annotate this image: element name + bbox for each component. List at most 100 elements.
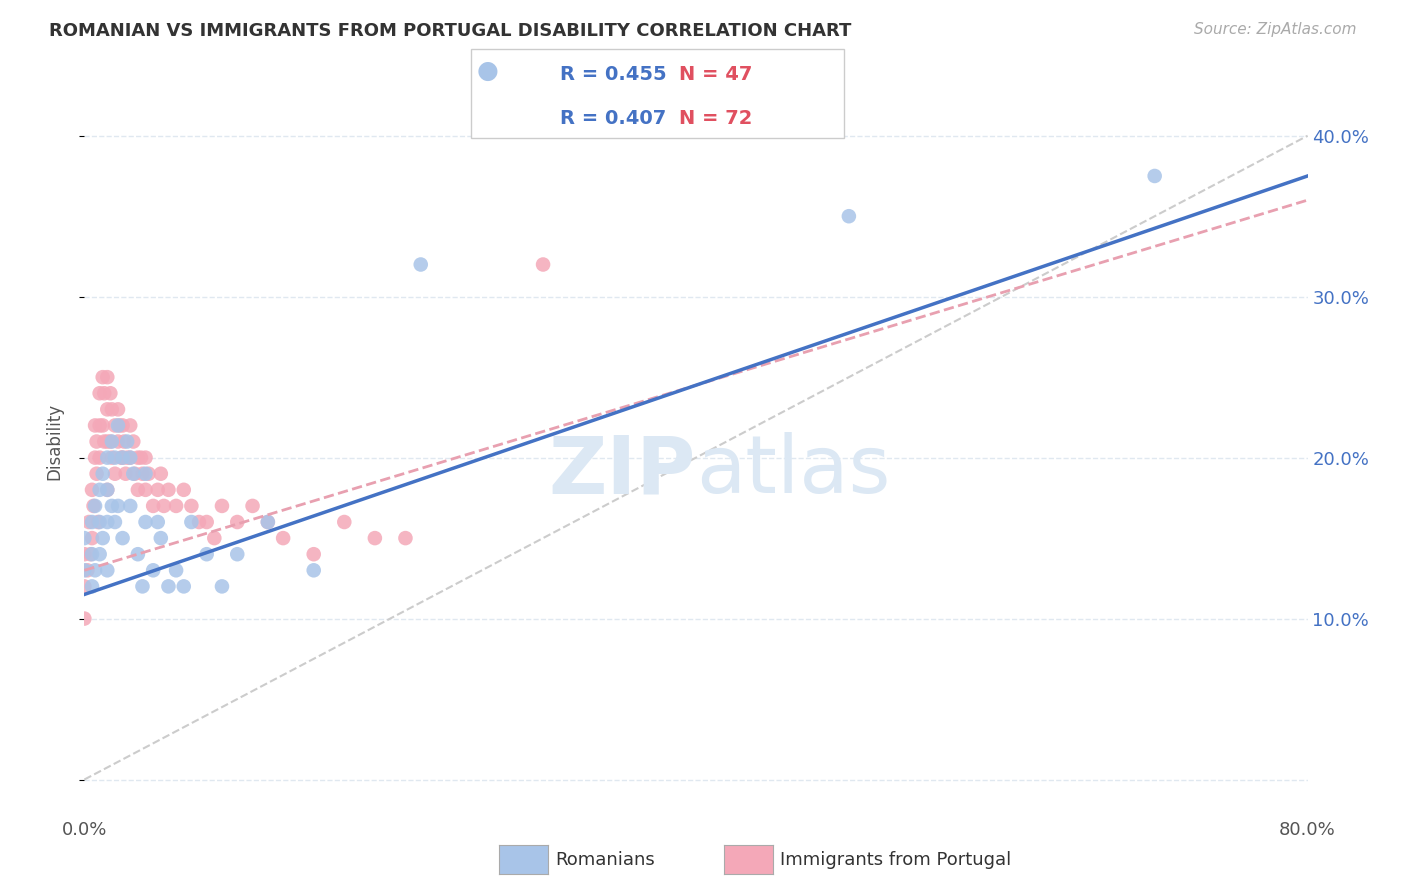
Point [157, 579, 180, 593]
Point [838, 209, 860, 223]
Point [114, 467, 136, 481]
Point [107, 402, 129, 417]
Point [302, 547, 325, 561]
Point [195, 515, 218, 529]
Point [188, 515, 211, 529]
Point [142, 499, 165, 513]
Point [80, 547, 103, 561]
Point [98, 386, 121, 401]
Point [1143, 169, 1166, 183]
Point [108, 418, 131, 433]
Point [165, 499, 187, 513]
Point [111, 450, 134, 465]
Y-axis label: Disability: Disability [45, 403, 63, 480]
Point [73, 579, 96, 593]
Point [96, 402, 118, 417]
Point [87, 515, 110, 529]
Point [202, 531, 225, 545]
Point [149, 467, 172, 481]
Point [89, 515, 111, 529]
Point [89, 547, 111, 561]
Point [153, 499, 176, 513]
Point [138, 467, 160, 481]
Point [531, 258, 554, 272]
Point [104, 515, 127, 529]
Point [107, 499, 129, 513]
Point [107, 434, 129, 449]
Point [115, 450, 138, 465]
Point [142, 563, 165, 577]
Point [86, 467, 108, 481]
Point [80, 531, 103, 545]
Point [127, 450, 149, 465]
Point [122, 434, 145, 449]
Point [89, 418, 111, 433]
Point [131, 467, 153, 481]
Point [226, 547, 249, 561]
Point [98, 434, 121, 449]
Point [127, 547, 149, 561]
Point [271, 531, 294, 545]
Point [302, 563, 325, 577]
Point [146, 515, 169, 529]
Point [91, 467, 114, 481]
Text: N = 47: N = 47 [679, 64, 752, 84]
Point [96, 450, 118, 465]
Point [96, 370, 118, 384]
Point [84, 450, 107, 465]
Point [157, 483, 180, 497]
Point [211, 499, 233, 513]
Point [89, 386, 111, 401]
Point [333, 515, 356, 529]
Point [104, 450, 127, 465]
Point [135, 515, 157, 529]
Point [211, 579, 233, 593]
Point [73, 611, 96, 625]
Point [101, 450, 124, 465]
Point [146, 483, 169, 497]
Point [101, 434, 124, 449]
Point [257, 515, 280, 529]
Point [173, 483, 195, 497]
Point [120, 450, 142, 465]
Point [364, 531, 387, 545]
Point [120, 418, 142, 433]
Point [91, 531, 114, 545]
Point [195, 547, 218, 561]
Point [173, 579, 195, 593]
Point [131, 579, 153, 593]
Text: R = 0.455: R = 0.455 [560, 64, 666, 84]
Point [80, 579, 103, 593]
Point [89, 450, 111, 465]
Text: Immigrants from Portugal: Immigrants from Portugal [780, 851, 1011, 869]
Point [112, 434, 135, 449]
Point [96, 483, 118, 497]
Point [409, 258, 432, 272]
Point [122, 467, 145, 481]
Point [127, 483, 149, 497]
Point [165, 563, 187, 577]
Point [180, 515, 202, 529]
Point [115, 434, 138, 449]
Point [89, 483, 111, 497]
Point [91, 370, 114, 384]
Point [104, 467, 127, 481]
Point [86, 434, 108, 449]
Point [96, 483, 118, 497]
Point [76, 563, 98, 577]
Point [101, 402, 124, 417]
Point [107, 418, 129, 433]
Point [73, 563, 96, 577]
Point [394, 531, 416, 545]
Text: ROMANIAN VS IMMIGRANTS FROM PORTUGAL DISABILITY CORRELATION CHART: ROMANIAN VS IMMIGRANTS FROM PORTUGAL DIS… [49, 22, 852, 40]
Point [149, 531, 172, 545]
Text: ●: ● [477, 60, 499, 83]
Point [73, 547, 96, 561]
Point [79, 547, 101, 561]
Point [91, 418, 114, 433]
Point [73, 531, 96, 545]
Point [180, 499, 202, 513]
Point [101, 499, 124, 513]
Point [129, 450, 152, 465]
Point [96, 515, 118, 529]
